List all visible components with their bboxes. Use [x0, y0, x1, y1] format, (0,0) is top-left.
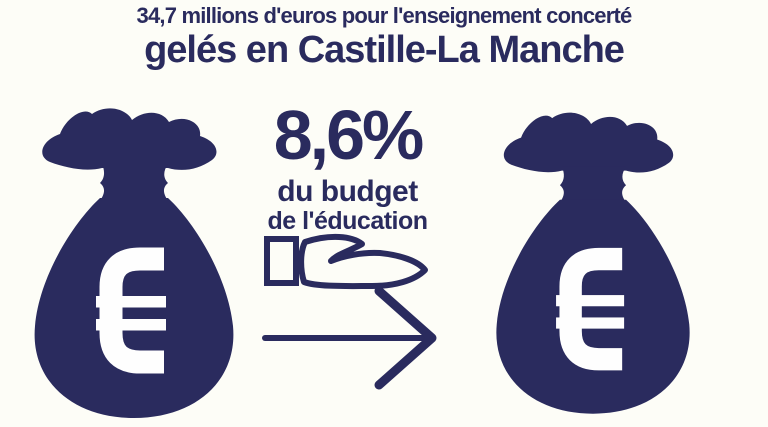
giving-hand-icon [264, 234, 428, 290]
hand-outline [298, 234, 428, 290]
money-bag-left-icon: € [26, 106, 242, 420]
percentage-value: 8,6% [273, 96, 425, 174]
title-block: 34,7 millions d'euros pour l'enseignemen… [0, 3, 768, 72]
title-line-2: gelés en Castille-La Manche [144, 29, 625, 72]
right-arrow-icon [262, 286, 437, 390]
budget-caption-line-1: du budget [277, 175, 418, 208]
title-line-1: 34,7 millions d'euros pour l'enseignemen… [136, 3, 633, 28]
money-bag-right-icon: € [488, 108, 698, 418]
hand-cuff [264, 236, 299, 286]
arrow-head [374, 286, 437, 390]
budget-caption-line-2: de l'éducation [267, 206, 428, 235]
budget-caption: du budget de l'éducation [235, 176, 460, 235]
